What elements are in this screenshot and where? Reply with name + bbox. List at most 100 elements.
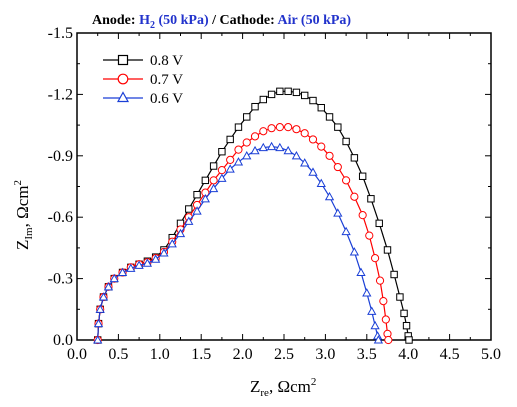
series-2 bbox=[93, 141, 384, 344]
y-tick-label: -0.9 bbox=[48, 148, 73, 165]
data-point bbox=[267, 90, 276, 99]
data-point bbox=[275, 123, 284, 132]
series-line bbox=[97, 145, 379, 341]
data-point bbox=[93, 335, 103, 344]
legend-label-0: 0.8 V bbox=[150, 53, 183, 69]
data-point bbox=[192, 206, 202, 215]
x-tick-label: 4.0 bbox=[398, 346, 418, 363]
data-point bbox=[167, 238, 177, 248]
data-point bbox=[234, 123, 243, 131]
series-group bbox=[93, 87, 413, 345]
data-point bbox=[284, 87, 292, 96]
data-point bbox=[201, 176, 210, 185]
y-tick-label: -0.6 bbox=[48, 209, 73, 226]
data-point bbox=[226, 135, 234, 144]
data-point bbox=[316, 178, 326, 187]
data-point bbox=[218, 148, 226, 156]
data-point bbox=[93, 318, 104, 328]
data-point bbox=[250, 145, 260, 155]
data-point bbox=[151, 254, 161, 263]
data-point bbox=[300, 158, 310, 167]
title-anode-pressure: (50 kPa) bbox=[155, 13, 209, 28]
data-point bbox=[342, 137, 350, 146]
data-point bbox=[266, 141, 277, 151]
data-point bbox=[98, 292, 109, 301]
x-tick-label: 3.5 bbox=[357, 346, 377, 363]
data-point bbox=[379, 297, 388, 306]
y-tick-labels: 0.0 -0.3 -0.6 -0.9 -1.2 -1.5 bbox=[48, 25, 73, 349]
data-point bbox=[365, 231, 374, 240]
title-separator: / bbox=[209, 13, 220, 28]
x-tick-label: 0.5 bbox=[108, 346, 128, 363]
x-tick-label: 1.5 bbox=[191, 346, 211, 363]
legend-label-1: 0.7 V bbox=[150, 72, 183, 88]
data-point bbox=[226, 155, 235, 164]
title-anode-gas: H bbox=[139, 13, 150, 28]
data-point bbox=[283, 145, 293, 155]
axis-ticks bbox=[76, 32, 492, 341]
data-point bbox=[308, 167, 318, 176]
x-tick-labels: 0.0 0.5 1.0 1.5 2.0 2.5 3.0 3.5 4.0 4.5 5.0 bbox=[67, 346, 501, 363]
data-point bbox=[208, 183, 219, 193]
data-point bbox=[276, 87, 284, 96]
y-tick-label: -1.2 bbox=[48, 86, 73, 103]
data-point bbox=[117, 267, 128, 276]
y-tick-label: -0.3 bbox=[48, 271, 73, 288]
data-point bbox=[349, 247, 360, 256]
legend-label-2: 0.6 V bbox=[150, 91, 183, 107]
data-point bbox=[300, 129, 309, 138]
data-point bbox=[259, 127, 268, 136]
data-point bbox=[275, 142, 285, 152]
y-axis-label: ZIm, Ωcm2 bbox=[12, 180, 35, 250]
x-tick-label: 2.0 bbox=[233, 346, 253, 363]
data-point bbox=[291, 150, 302, 160]
data-point bbox=[159, 248, 169, 257]
data-point bbox=[175, 228, 186, 238]
data-point bbox=[356, 267, 366, 276]
data-point bbox=[243, 113, 251, 121]
data-point bbox=[350, 154, 359, 162]
data-point bbox=[383, 246, 392, 254]
data-point bbox=[309, 96, 317, 105]
legend-marker-1 bbox=[117, 73, 129, 85]
data-point bbox=[225, 164, 235, 173]
data-point bbox=[317, 142, 326, 151]
data-point bbox=[126, 263, 136, 272]
legend: 0.8 V 0.7 V 0.6 V bbox=[103, 53, 183, 107]
data-point bbox=[292, 88, 301, 97]
data-point bbox=[405, 336, 413, 344]
legend-marker-2 bbox=[116, 91, 130, 103]
data-point bbox=[370, 320, 380, 330]
data-point bbox=[209, 162, 218, 170]
data-point bbox=[184, 216, 194, 225]
x-axis-label: Zre, Ωcm2 bbox=[250, 376, 316, 399]
x-tick-label: 3.0 bbox=[315, 346, 335, 363]
data-point bbox=[242, 138, 251, 147]
data-point bbox=[250, 132, 260, 141]
data-point bbox=[402, 321, 411, 330]
data-point bbox=[200, 193, 210, 203]
data-point bbox=[358, 172, 367, 180]
data-point bbox=[375, 276, 385, 285]
data-point bbox=[390, 270, 398, 279]
data-point bbox=[109, 273, 119, 283]
data-point bbox=[142, 258, 153, 267]
data-point bbox=[185, 205, 193, 213]
data-point bbox=[259, 95, 268, 104]
x-tick-label: 1.0 bbox=[150, 346, 170, 363]
data-point bbox=[350, 192, 359, 201]
legend-marker-0 bbox=[117, 54, 129, 66]
data-point bbox=[325, 113, 334, 121]
x-tick-label: 2.5 bbox=[274, 346, 294, 363]
data-point bbox=[384, 335, 393, 345]
y-tick-label: 0.0 bbox=[53, 332, 73, 349]
data-point bbox=[134, 260, 144, 269]
x-tick-label: 4.5 bbox=[440, 346, 460, 363]
data-point bbox=[362, 288, 372, 297]
data-point bbox=[358, 211, 367, 220]
data-point bbox=[333, 208, 343, 217]
data-point bbox=[333, 162, 342, 172]
data-point bbox=[95, 304, 105, 313]
x-tick-label: 5.0 bbox=[481, 346, 501, 363]
